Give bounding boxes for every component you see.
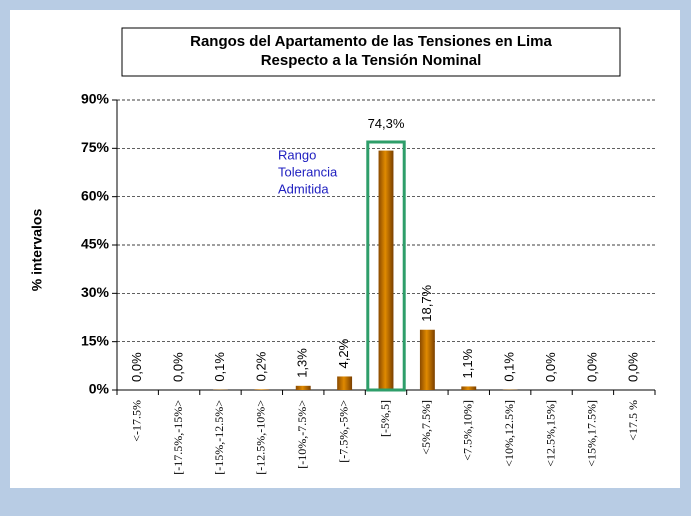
- x-tick-label: <5%,7.5%]: [419, 400, 433, 455]
- value-label: 0,0%: [171, 352, 186, 382]
- value-label: 1,1%: [460, 348, 475, 378]
- y-tick-label: 60%: [81, 187, 110, 203]
- tolerance-box: [366, 140, 406, 392]
- x-tick-label: [-7.5%,-5%>: [336, 400, 350, 463]
- bar: [378, 150, 394, 390]
- x-tick-label: <7.5%,10%]: [461, 400, 475, 461]
- bar: [337, 376, 353, 390]
- value-label: 0,0%: [129, 352, 144, 382]
- x-tick-label: <15%,17.5%]: [585, 400, 599, 467]
- annotation: Rango: [278, 147, 316, 162]
- annotation: Tolerancia: [278, 164, 338, 179]
- value-label: 4,2%: [336, 338, 351, 368]
- x-tick-label: <10%,12.5%]: [502, 400, 516, 467]
- bar: [295, 385, 311, 390]
- value-label: 0,2%: [253, 351, 268, 381]
- x-tick-label: <12.5%,15%]: [543, 400, 557, 467]
- value-label: 0,1%: [502, 352, 517, 382]
- x-tick-label: [-17.5%,-15%>: [171, 400, 185, 475]
- title-box: [121, 27, 621, 77]
- value-label: 0,1%: [212, 352, 227, 382]
- value-label: 0,0%: [543, 352, 558, 382]
- y-tick-label: 75%: [81, 139, 110, 155]
- chart-area: [10, 10, 680, 488]
- annotation: Admitida: [278, 181, 329, 196]
- y-tick-label: 0%: [89, 381, 110, 397]
- value-label: 0,0%: [584, 352, 599, 382]
- chart-title: Respecto a la Tensión Nominal: [261, 52, 482, 69]
- y-tick-label: 30%: [81, 284, 110, 300]
- chart-title: Rangos del Apartamento de las Tensiones …: [190, 33, 552, 50]
- bar: [461, 386, 477, 390]
- x-tick-label: [-12.5%,-10%>: [254, 400, 268, 475]
- value-label: 18,7%: [419, 284, 434, 321]
- y-tick-label: 90%: [81, 91, 110, 107]
- x-tick-label: [-10%,-7.5%>: [295, 400, 309, 469]
- x-tick-label: <-17.5%: [129, 400, 143, 442]
- y-tick-label: 15%: [81, 332, 110, 348]
- x-tick-label: [-15%,-12.5%>: [212, 400, 226, 475]
- value-label: 74,3%: [368, 116, 405, 131]
- bar: [254, 389, 270, 390]
- y-tick-label: 45%: [81, 236, 110, 252]
- y-axis-label: % intervalos: [29, 209, 45, 292]
- x-tick-label: <17.5 %: [626, 400, 640, 441]
- x-tick-label: [-5%,5]: [378, 400, 392, 437]
- value-label: 1,3%: [295, 348, 310, 378]
- value-label: 0,0%: [626, 352, 641, 382]
- bar: [419, 329, 435, 390]
